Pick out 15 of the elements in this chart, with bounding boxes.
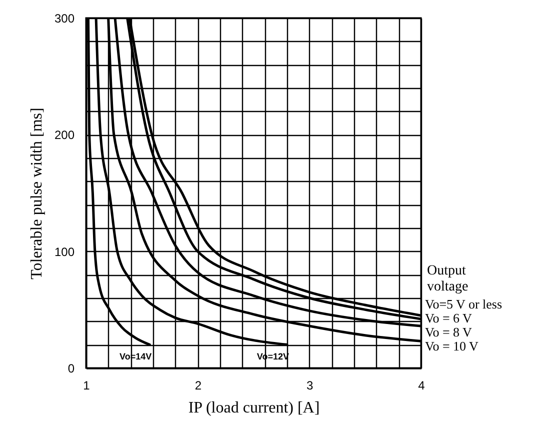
x-axis-title: IP (load current) [A]: [188, 400, 320, 416]
series-label: Vo=5 V or less: [425, 296, 502, 312]
x-tick-label: 2: [194, 378, 202, 392]
legend-title: Output voltage: [427, 263, 468, 294]
series-label: Vo = 6 V: [425, 310, 473, 326]
x-tick-label: 3: [306, 378, 314, 392]
x-tick-label: 4: [418, 378, 426, 392]
y-tick-label: 200: [54, 128, 75, 142]
y-axis-title: Tolerable pulse width [ms]: [28, 108, 46, 280]
y-tick-label: 100: [54, 244, 75, 259]
series-label: Vo = 8 V: [425, 324, 473, 340]
y-tick-label: 0: [68, 362, 75, 376]
y-tick-label: 300: [54, 12, 75, 26]
series-label: Vo = 10 V: [425, 338, 480, 354]
x-tick-label: 1: [83, 378, 90, 392]
